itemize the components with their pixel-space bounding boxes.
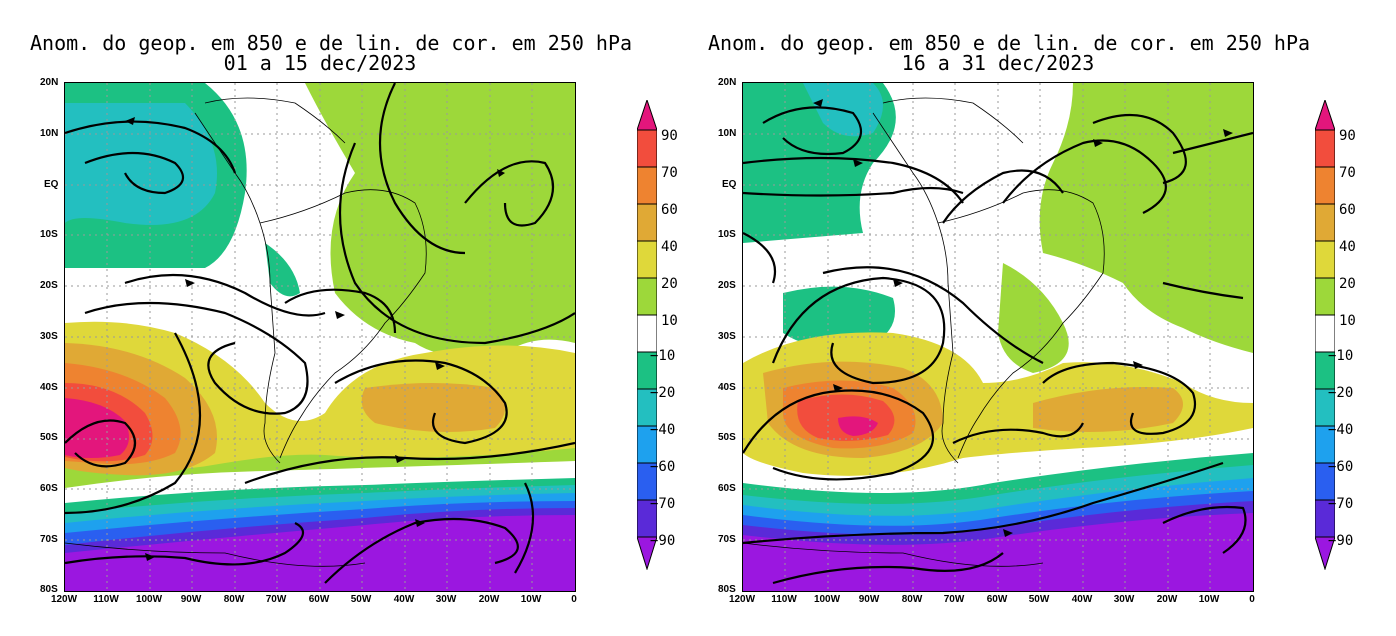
colorbar-label: −40 xyxy=(650,422,676,438)
lat-label: 10S xyxy=(718,229,736,240)
panel-subtitle: 16 a 31 dec/2023 xyxy=(901,51,1095,75)
colorbar-label: 70 xyxy=(661,165,678,181)
colorbar-label: 20 xyxy=(661,276,678,292)
lat-label: 60S xyxy=(718,483,736,494)
lon-label: 90W xyxy=(180,594,202,605)
colorbar-label: 60 xyxy=(1339,202,1356,218)
lon-label: 20W xyxy=(1156,594,1178,605)
lon-label: 100W xyxy=(813,594,841,605)
lon-label: 50W xyxy=(1028,594,1050,605)
lon-label: 70W xyxy=(943,594,965,605)
lon-label: 40W xyxy=(1071,594,1093,605)
lon-label: 50W xyxy=(350,594,372,605)
lon-label: 30W xyxy=(1113,594,1135,605)
lon-label: 110W xyxy=(93,594,119,605)
map-field xyxy=(743,83,1253,591)
lon-label: 10W xyxy=(520,594,542,605)
colorbar-label: −10 xyxy=(650,348,676,364)
colorbar-label: 40 xyxy=(1339,239,1356,255)
colorbar-label: −20 xyxy=(650,385,676,401)
lat-label: 20N xyxy=(718,77,737,88)
lat-label: EQ xyxy=(44,179,59,190)
map-area xyxy=(742,82,1254,592)
lon-label: 60W xyxy=(308,594,330,605)
colorbar xyxy=(1314,98,1336,571)
colorbar-label: 40 xyxy=(661,239,678,255)
colorbar-label: 10 xyxy=(1339,313,1356,329)
lat-label: 20N xyxy=(40,77,59,88)
lon-label: 10W xyxy=(1198,594,1220,605)
lon-label: 60W xyxy=(986,594,1008,605)
panel-2: Anom. do geop. em 850 e de lin. de cor. … xyxy=(698,0,1396,636)
lon-label: 120W xyxy=(728,594,756,605)
lat-label: 20S xyxy=(718,280,736,291)
colorbar-label: −60 xyxy=(1328,459,1354,475)
lon-label: 110W xyxy=(771,594,797,605)
map-field xyxy=(65,83,575,591)
colorbar-label: 10 xyxy=(661,313,678,329)
lat-label: 80S xyxy=(40,584,58,595)
panel-title: Anom. do geop. em 850 e de lin. de cor. … xyxy=(30,31,633,55)
lon-label: 70W xyxy=(265,594,287,605)
colorbar-label: −90 xyxy=(650,533,676,549)
lon-label: 20W xyxy=(478,594,500,605)
colorbar-label: −10 xyxy=(1328,348,1354,364)
colorbar-label: 70 xyxy=(1339,165,1356,181)
lat-label: 60S xyxy=(40,483,58,494)
colorbar-label: −90 xyxy=(1328,533,1354,549)
lon-label: 80W xyxy=(901,594,923,605)
lat-label: 40S xyxy=(718,382,736,393)
map-area xyxy=(64,82,576,592)
colorbar-label: −40 xyxy=(1328,422,1354,438)
lat-label: 70S xyxy=(718,534,736,545)
colorbar-label: 20 xyxy=(1339,276,1356,292)
lon-label: 90W xyxy=(858,594,880,605)
colorbar-label: 90 xyxy=(1339,128,1356,144)
lat-label: 50S xyxy=(40,432,58,443)
panel-subtitle: 01 a 15 dec/2023 xyxy=(223,51,417,75)
colorbar-label: −70 xyxy=(1328,496,1354,512)
lon-label: 0 xyxy=(571,594,577,605)
lat-label: EQ xyxy=(722,179,737,190)
lat-label: 70S xyxy=(40,534,58,545)
colorbar-label: 60 xyxy=(661,202,678,218)
colorbar-label: −60 xyxy=(650,459,676,475)
lat-label: 30S xyxy=(40,331,58,342)
panel-1: Anom. do geop. em 850 e de lin. de cor. … xyxy=(30,31,678,605)
lat-label: 80S xyxy=(718,584,736,595)
colorbar-label: 90 xyxy=(661,128,678,144)
lon-label: 120W xyxy=(50,594,78,605)
lat-label: 40S xyxy=(40,382,58,393)
lat-label: 20S xyxy=(40,280,58,291)
lon-label: 40W xyxy=(393,594,415,605)
lon-label: 100W xyxy=(135,594,163,605)
lat-label: 30S xyxy=(718,331,736,342)
lat-label: 50S xyxy=(718,432,736,443)
lat-label: 10N xyxy=(40,128,59,139)
colorbar-label: −70 xyxy=(650,496,676,512)
lon-label: 80W xyxy=(223,594,245,605)
lat-label: 10S xyxy=(40,229,58,240)
lon-label: 30W xyxy=(435,594,457,605)
lat-label: 10N xyxy=(718,128,737,139)
panel-title: Anom. do geop. em 850 e de lin. de cor. … xyxy=(708,31,1311,55)
colorbar-label: −20 xyxy=(1328,385,1354,401)
lon-label: 0 xyxy=(1249,594,1255,605)
